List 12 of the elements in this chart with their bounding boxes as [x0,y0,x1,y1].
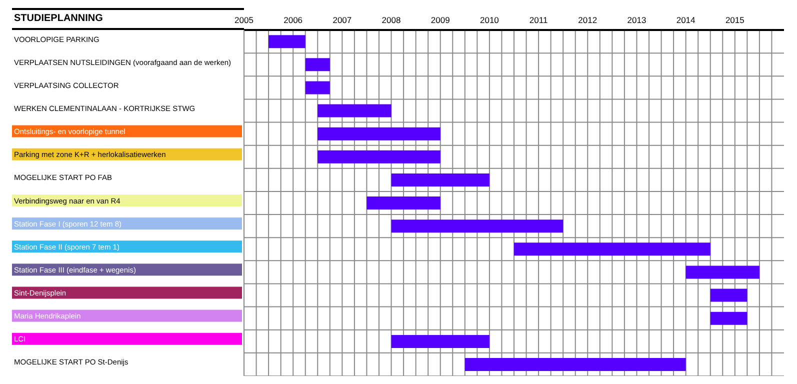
x-tick-label: 2005 [234,15,254,25]
x-tick-label: 2013 [627,15,646,25]
x-tick-label: 2007 [332,15,352,25]
x-tick-label: 2008 [382,15,401,25]
x-tick-label: 2011 [529,15,548,25]
x-tick-label: 2006 [284,15,303,25]
x-tick-label: 2015 [725,15,745,25]
x-tick-label: 2009 [430,15,450,25]
x-tick-label: 2014 [676,15,696,25]
text: STUDIEPLANNING [14,13,103,24]
x-tick-label: 2012 [578,15,598,25]
x-tick-label: 2010 [480,15,500,25]
